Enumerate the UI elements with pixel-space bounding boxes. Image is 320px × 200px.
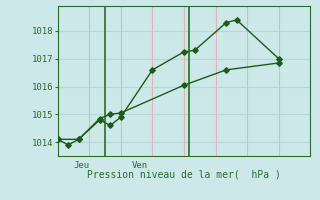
X-axis label: Pression niveau de la mer(  hPa ): Pression niveau de la mer( hPa ) [87,170,281,180]
Text: Jeu: Jeu [73,161,90,170]
Text: Ven: Ven [131,161,148,170]
